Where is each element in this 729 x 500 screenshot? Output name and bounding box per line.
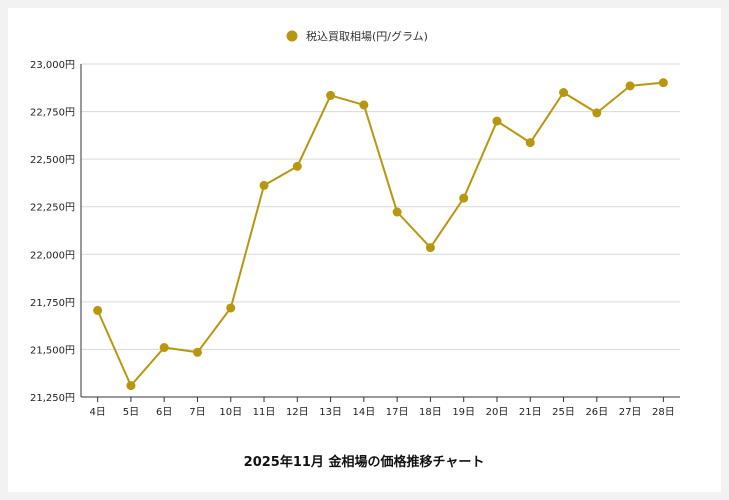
data-point <box>326 90 336 100</box>
data-point <box>292 161 302 171</box>
data-point <box>492 116 502 126</box>
data-point <box>359 100 369 110</box>
x-tick-label: 19日 <box>452 407 475 418</box>
legend-label: 税込買取相場(円/グラム) <box>306 29 428 43</box>
x-tick-label: 7日 <box>189 407 205 418</box>
chart-card: 税込買取相場(円/グラム) 21,250円 21,500円 21,750円 22,000… <box>8 8 721 492</box>
data-point <box>592 108 602 118</box>
x-tick-label: 6日 <box>156 407 172 418</box>
y-tick-label: 21,250円 <box>30 393 75 404</box>
y-tick-label: 22,250円 <box>30 203 75 214</box>
x-tick-label: 12日 <box>286 407 309 418</box>
data-point <box>625 81 635 91</box>
y-tick-label: 21,750円 <box>30 298 75 309</box>
x-tick-label: 4日 <box>89 407 105 418</box>
x-tick-label: 26日 <box>585 407 608 418</box>
x-tick-label: 28日 <box>652 407 675 418</box>
data-point <box>658 78 668 88</box>
data-point <box>192 347 202 357</box>
data-point <box>559 88 569 98</box>
data-point <box>525 138 535 148</box>
x-tick-label: 13日 <box>319 407 342 418</box>
x-tick-label: 14日 <box>352 407 375 418</box>
y-tick-label: 22,500円 <box>30 155 75 166</box>
chart-title: 2025年11月 金相場の価格推移チャート <box>244 454 485 470</box>
legend-marker <box>286 30 298 42</box>
data-point <box>392 207 402 217</box>
data-point <box>425 243 435 253</box>
data-point <box>159 343 169 353</box>
x-tick-label: 10日 <box>219 407 242 418</box>
data-point <box>459 193 469 203</box>
y-tick-label: 22,000円 <box>30 250 75 261</box>
data-point <box>226 303 236 313</box>
data-point <box>259 180 269 190</box>
data-point <box>93 305 103 315</box>
y-tick-label: 23,000円 <box>30 60 75 71</box>
x-tick-label: 27日 <box>619 407 642 418</box>
x-tick-label: 11日 <box>253 407 276 418</box>
x-tick-label: 21日 <box>519 407 542 418</box>
data-point <box>126 381 136 391</box>
y-tick-label: 22,750円 <box>30 108 75 119</box>
series-line <box>96 81 664 387</box>
x-tick-label: 25日 <box>552 407 575 418</box>
x-tick-label: 18日 <box>419 407 442 418</box>
x-tick-label: 17日 <box>386 407 409 418</box>
y-tick-label: 21,500円 <box>30 345 75 356</box>
x-tick-label: 20日 <box>486 407 509 418</box>
x-tick-label: 5日 <box>123 407 139 418</box>
line-chart: 税込買取相場(円/グラム) 21,250円 21,500円 21,750円 22,000… <box>30 29 680 470</box>
